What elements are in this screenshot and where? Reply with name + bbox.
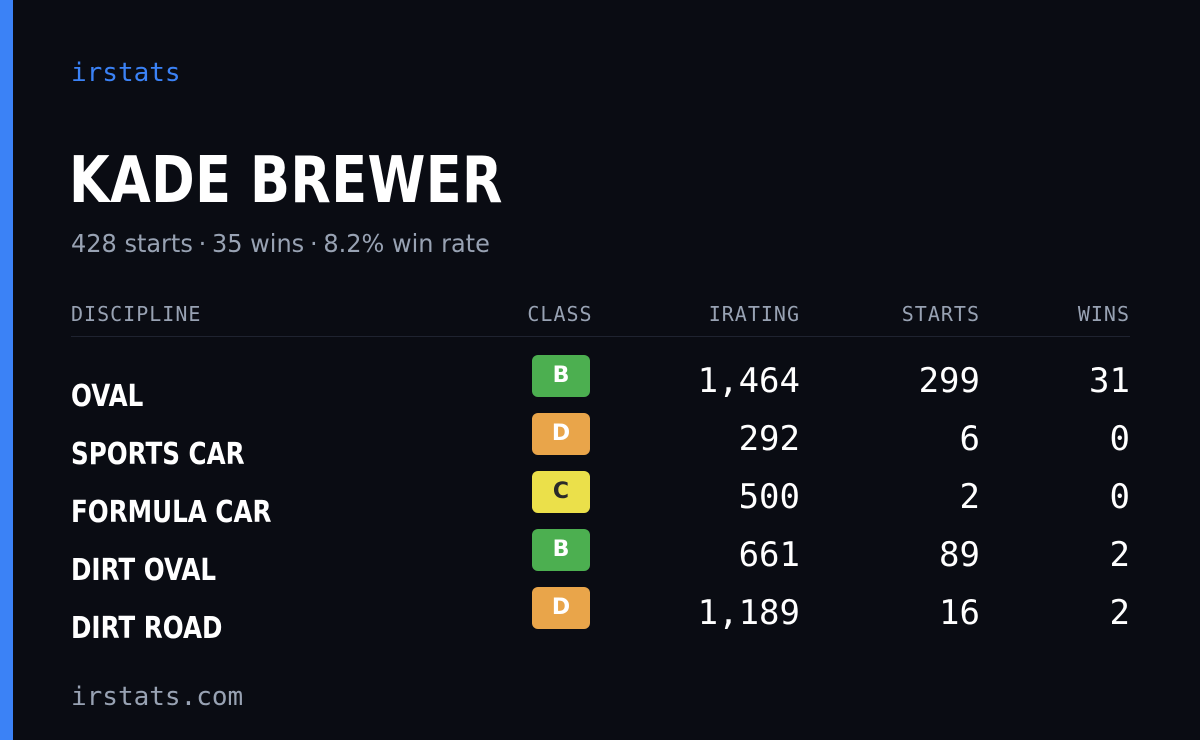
header-irating: IRATING	[708, 302, 800, 326]
starts-value: 16	[939, 593, 980, 633]
header-starts: STARTS	[901, 302, 980, 326]
summary-separator: ·	[198, 229, 207, 258]
wins-value: 0	[1109, 477, 1130, 517]
wins-summary: 35 wins	[212, 229, 305, 258]
discipline-name: SPORTS CAR	[71, 437, 245, 472]
wins-value: 2	[1109, 535, 1130, 575]
discipline-name: DIRT ROAD	[71, 611, 223, 646]
class-badge: D	[532, 413, 590, 455]
header-discipline: DISCIPLINE	[71, 302, 202, 326]
discipline-name: FORMULA CAR	[71, 495, 272, 530]
table-row: DIRT ROAD D 1,189 16 2	[71, 585, 1130, 646]
table-row: OVAL B 1,464 299 31	[71, 353, 1130, 414]
discipline-stats-table: DISCIPLINE CLASS IRATING STARTS WINS OVA…	[71, 296, 1130, 646]
driver-name: KADE BREWER	[69, 144, 503, 218]
table-body: OVAL B 1,464 299 31 SPORTS CAR D 292 6 0…	[71, 337, 1130, 646]
class-badge: D	[532, 587, 590, 629]
header-class: CLASS	[527, 302, 593, 326]
starts-value: 2	[959, 477, 980, 517]
irating-value: 661	[738, 535, 800, 575]
table-header-row: DISCIPLINE CLASS IRATING STARTS WINS	[71, 296, 1130, 337]
class-badge: B	[532, 355, 590, 397]
discipline-name: OVAL	[71, 379, 144, 414]
header-wins: WINS	[1077, 302, 1130, 326]
starts-value: 6	[959, 419, 980, 459]
starts-value: 89	[939, 535, 980, 575]
accent-bar	[0, 0, 13, 740]
starts-value: 299	[918, 361, 980, 401]
table-row: DIRT OVAL B 661 89 2	[71, 527, 1130, 588]
table-row: SPORTS CAR D 292 6 0	[71, 411, 1130, 472]
class-badge: C	[532, 471, 590, 513]
class-badge: B	[532, 529, 590, 571]
wins-value: 0	[1109, 419, 1130, 459]
driver-summary: 428 starts · 35 wins · 8.2% win rate	[71, 226, 490, 262]
wins-value: 31	[1089, 361, 1130, 401]
footer-site-url[interactable]: irstats.com	[71, 682, 244, 712]
starts-summary: 428 starts	[71, 229, 193, 258]
brand-logo-text: irstats	[71, 58, 181, 88]
irating-value: 1,464	[697, 361, 800, 401]
irating-value: 292	[738, 419, 800, 459]
discipline-name: DIRT OVAL	[71, 553, 217, 588]
table-row: FORMULA CAR C 500 2 0	[71, 469, 1130, 530]
irating-value: 500	[738, 477, 800, 517]
win-rate-summary: 8.2% win rate	[323, 229, 490, 258]
summary-separator: ·	[309, 229, 318, 258]
wins-value: 2	[1109, 593, 1130, 633]
irating-value: 1,189	[697, 593, 800, 633]
